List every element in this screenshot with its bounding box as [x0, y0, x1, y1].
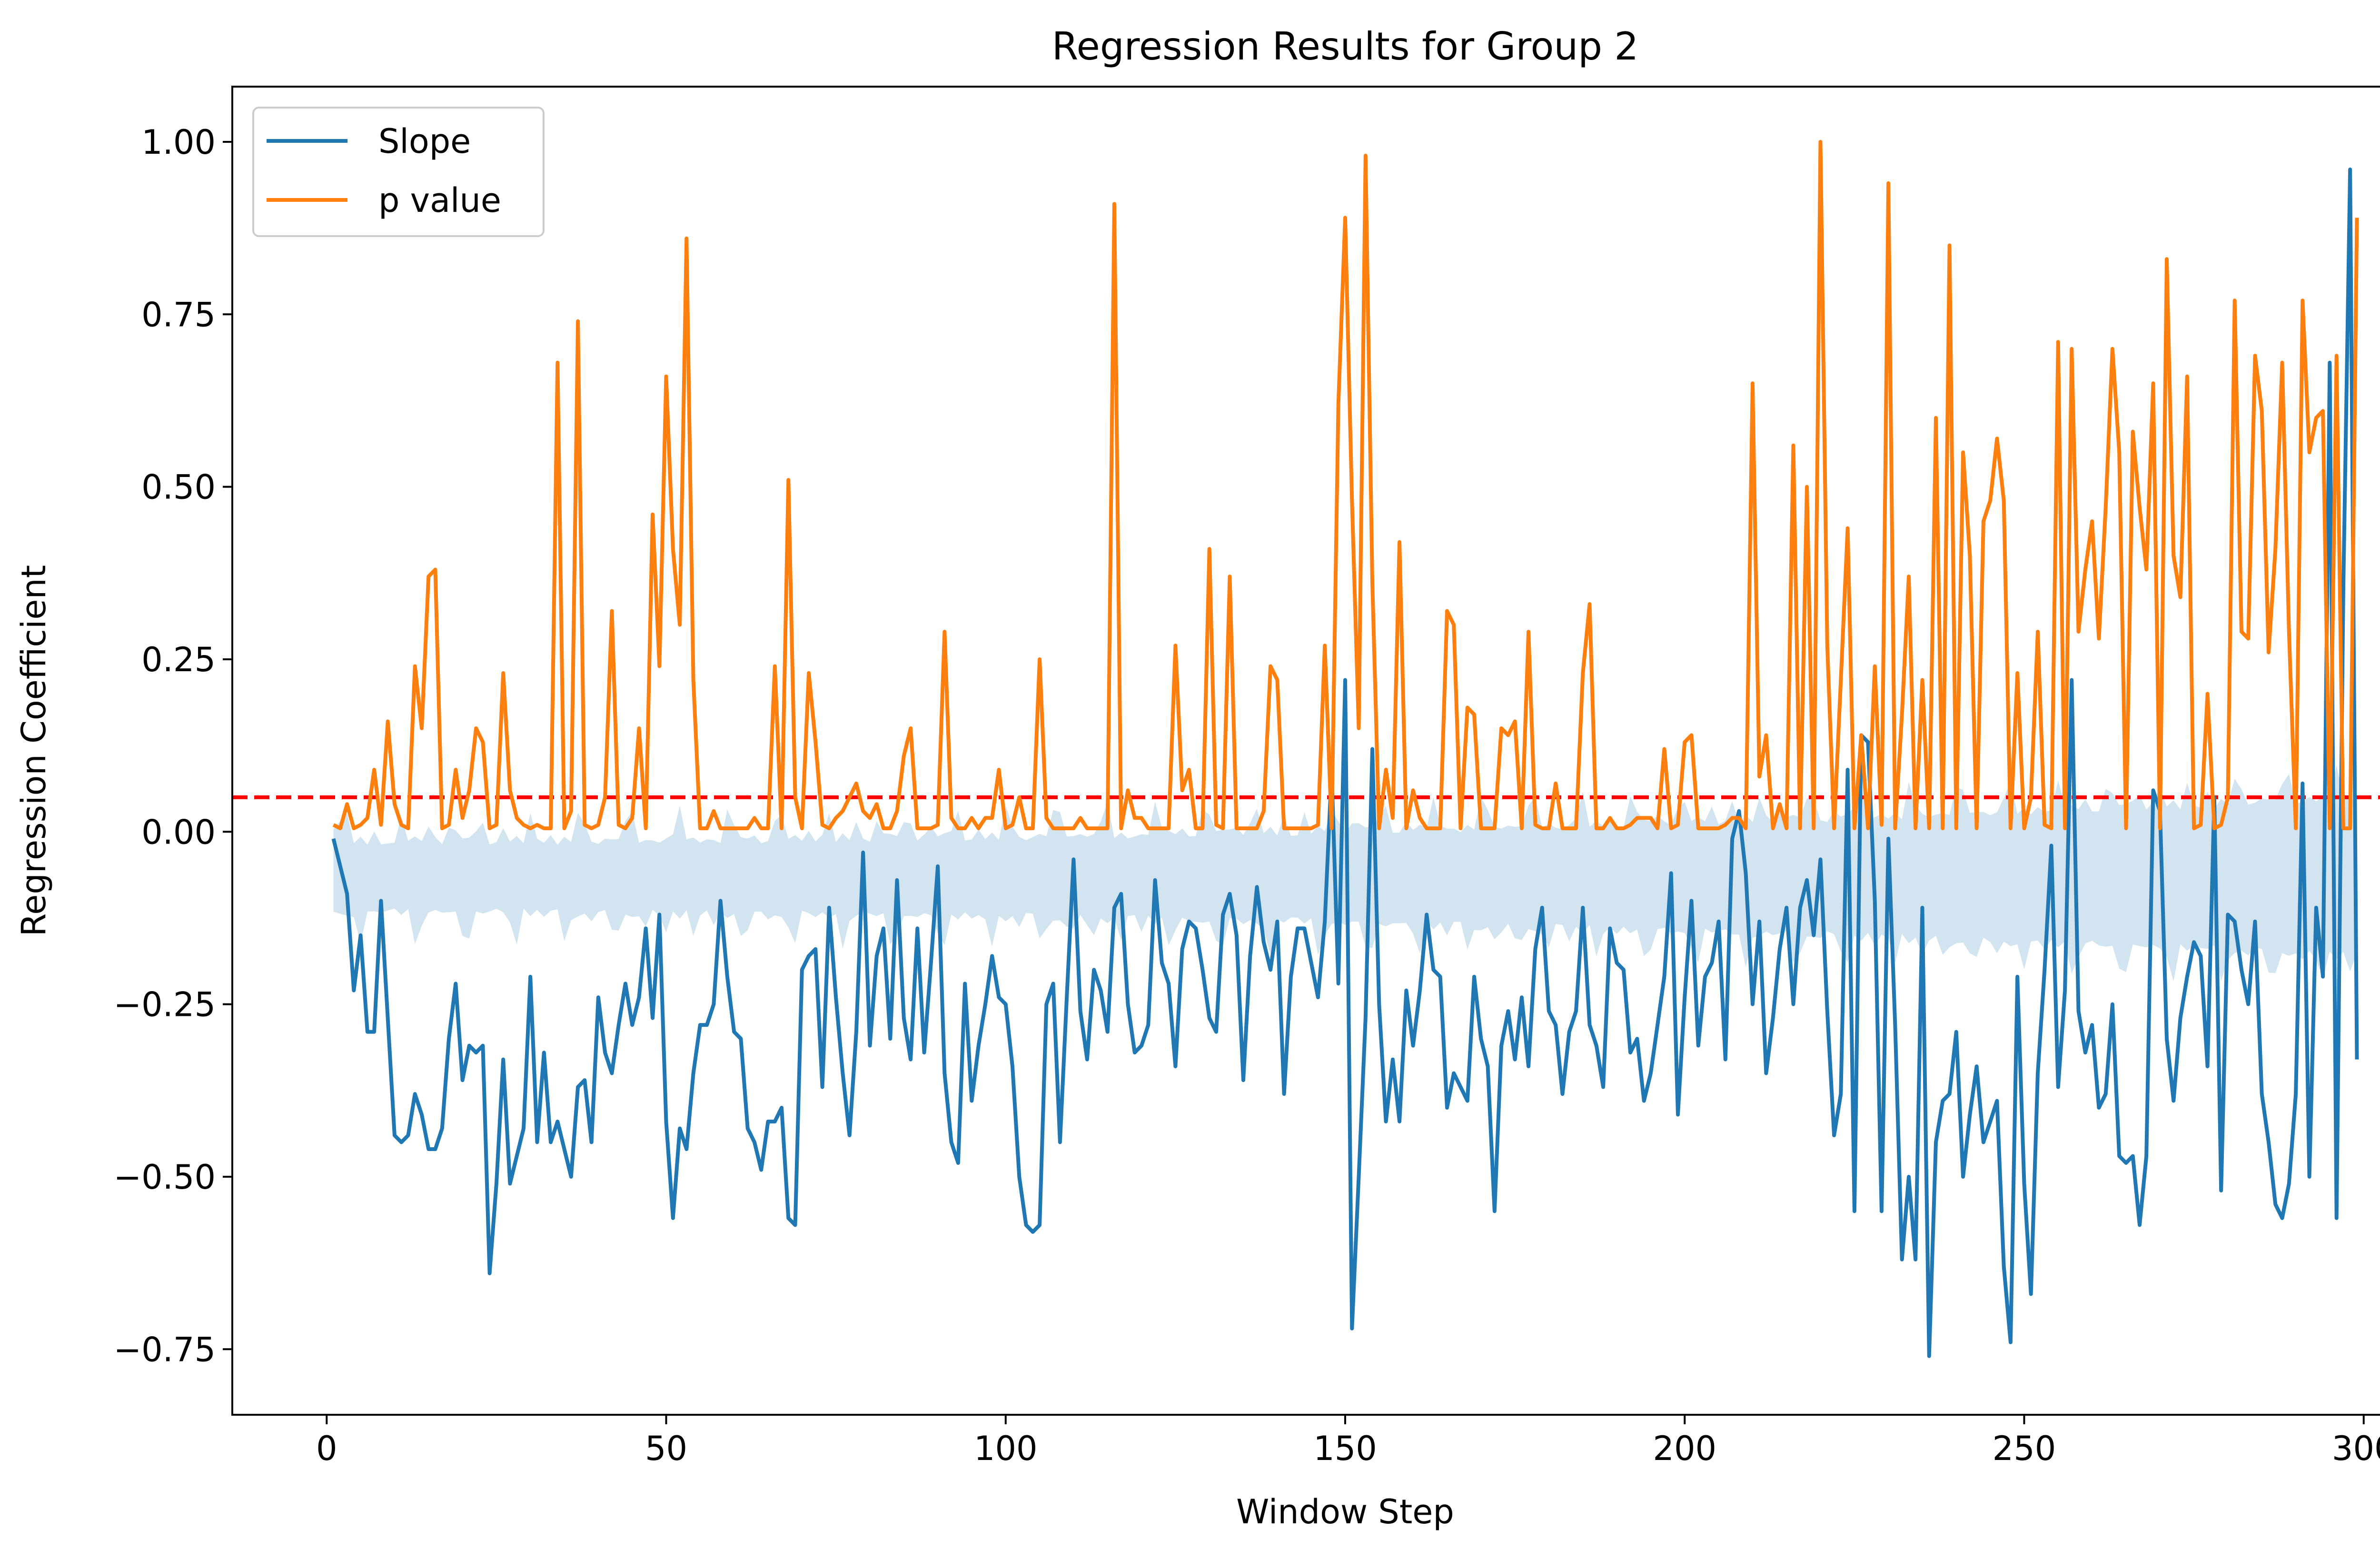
x-tick-label: 0: [316, 1429, 337, 1468]
slope-series-line: [331, 167, 2359, 1358]
legend-label-slope: Slope: [378, 122, 471, 161]
y-tick-label: −0.50: [113, 1158, 216, 1197]
x-axis-ticks: 0 50 100 150 200 250 300: [316, 1415, 2380, 1468]
y-axis-label: Regression Coefficient: [14, 565, 53, 936]
legend-label-p-value: p value: [378, 181, 501, 220]
y-tick-label: 1.00: [141, 123, 216, 162]
legend: Slope p value: [252, 107, 545, 237]
y-tick-label: −0.25: [113, 985, 216, 1024]
p-value-series-line: [332, 139, 2359, 831]
y-tick-label: 0.25: [141, 640, 216, 679]
y-tick-label: 0.00: [141, 813, 216, 852]
y-tick-label: 0.50: [141, 468, 216, 507]
x-tick-label: 100: [974, 1429, 1038, 1468]
x-tick-label: 250: [1993, 1429, 2056, 1468]
x-axis-label: Window Step: [1236, 1492, 1454, 1531]
chart-title: Regression Results for Group 2: [1052, 24, 1639, 69]
plot-area: [232, 139, 2380, 1358]
y-tick-label: 0.75: [141, 295, 216, 334]
y-tick-label: −0.75: [113, 1330, 216, 1369]
x-tick-label: 300: [2332, 1429, 2380, 1468]
y-axis-ticks: −0.75 −0.50 −0.25 0.00 0.25 0.50 0.75 1.00: [113, 123, 232, 1369]
x-tick-label: 150: [1313, 1429, 1377, 1468]
x-tick-label: 50: [645, 1429, 687, 1468]
x-tick-label: 200: [1653, 1429, 1716, 1468]
